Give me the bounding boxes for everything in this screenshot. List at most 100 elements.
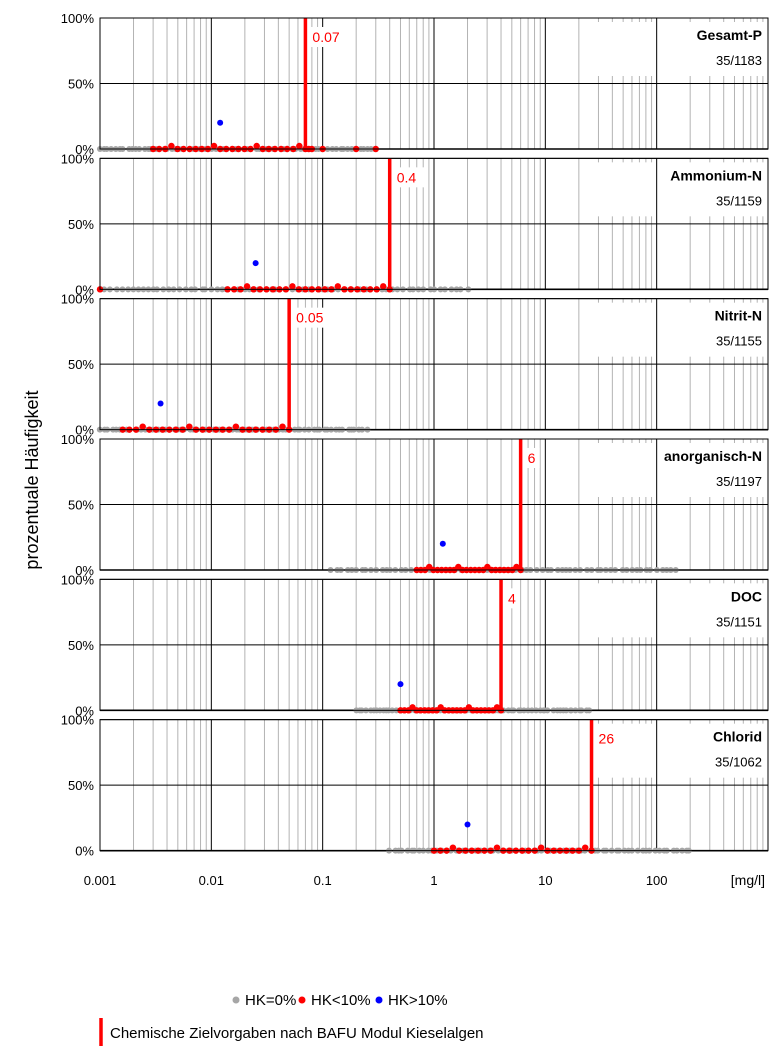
legend-marker xyxy=(298,996,306,1004)
panel-label-box xyxy=(586,583,766,638)
legend-marker xyxy=(232,996,240,1004)
point-hkgt10 xyxy=(157,400,164,407)
panel-label-box xyxy=(586,162,766,217)
panel-label-box xyxy=(586,443,766,497)
x-axis-tick-labels: 0.001 0.01 0.1 1 10 100 xyxy=(84,873,668,888)
legend-marker xyxy=(375,996,383,1004)
panel-count: 35/1183 xyxy=(716,53,762,68)
panel-count: 35/1062 xyxy=(715,755,762,770)
panel-count: 35/1197 xyxy=(716,474,762,489)
y-tick-label: 50% xyxy=(68,217,94,232)
y-tick-label: 50% xyxy=(68,77,94,92)
point-hk10 xyxy=(537,844,545,851)
panel-title: Gesamt-P xyxy=(697,27,762,43)
series-hk10 xyxy=(119,423,293,433)
legend: HK=0% HK<10% HK>10% Chemische Zielvorgaben … xyxy=(99,992,484,1046)
panel-anorganisch-n: 0% 50% 100% 6 anorganisch-N 35/1197 xyxy=(61,432,769,578)
panel-doc: 0% 50% 100% 4 DOC 35/1151 xyxy=(61,572,769,718)
panel-title: Ammonium-N xyxy=(670,167,762,183)
y-tick-label: 0% xyxy=(75,563,94,578)
y-tick-label: 100% xyxy=(61,713,95,728)
y-tick-label: 0% xyxy=(75,282,94,297)
target-label-bg xyxy=(523,448,540,468)
target-label: 0.4 xyxy=(397,169,417,185)
panel-frame xyxy=(99,578,769,711)
target-label-bg xyxy=(392,167,425,188)
target-label-bg xyxy=(292,307,333,328)
y-tick-label: 0% xyxy=(75,844,94,859)
y-tick-label: 50% xyxy=(68,778,94,793)
point-hk10 xyxy=(582,844,589,851)
series-hkgt10 xyxy=(217,119,224,126)
legend-target-label: Chemische Zielvorgaben nach BAFU Modul K… xyxy=(110,1025,484,1042)
x-tick-label: 1 xyxy=(430,873,437,888)
target-label: 26 xyxy=(599,731,615,747)
series-hkgt10 xyxy=(439,540,446,547)
panel-ammonium-n: 0% 50% 100% 0.4 Ammonium-N 35/1159 xyxy=(61,151,769,297)
point-hk10 xyxy=(449,844,457,851)
series-hkgt10 xyxy=(464,821,471,828)
y-tick-label: 100% xyxy=(61,572,95,587)
y-tick-label: 0% xyxy=(75,423,94,438)
y-tick-label: 0% xyxy=(75,703,94,718)
panel-title: DOC xyxy=(731,588,762,604)
y-tick-label: 50% xyxy=(68,638,94,653)
series-hkgt10 xyxy=(157,400,164,407)
y-tick-label: 100% xyxy=(61,11,95,26)
legend-label: HK=0% xyxy=(245,992,296,1009)
x-axis-unit: [mg/l] xyxy=(731,872,765,888)
target-label-bg xyxy=(308,27,349,47)
x-tick-label: 0.001 xyxy=(84,873,117,888)
point-hkgt10 xyxy=(217,119,224,126)
point-hkgt10 xyxy=(439,540,446,547)
x-tick-label: 10 xyxy=(538,873,552,888)
y-tick-label: 100% xyxy=(61,292,95,307)
y-tick-label: 0% xyxy=(75,142,94,157)
target-label: 4 xyxy=(508,590,516,606)
panel-count: 35/1151 xyxy=(716,614,762,629)
point-hkgt10 xyxy=(397,681,404,688)
point-hk10 xyxy=(186,423,193,430)
point-hk10 xyxy=(210,142,218,150)
point-hk10 xyxy=(380,283,387,290)
panel-title: Chlorid xyxy=(713,729,762,745)
panel-label-box xyxy=(586,22,766,76)
target-label: 0.05 xyxy=(296,310,323,326)
panel-count: 35/1155 xyxy=(716,334,762,349)
point-hk10 xyxy=(243,283,251,290)
point-hk10 xyxy=(296,142,303,150)
target-label-bg xyxy=(504,588,521,609)
point-hk10 xyxy=(139,423,146,430)
series-hkgt10 xyxy=(252,260,259,267)
point-hk10 xyxy=(232,423,240,430)
x-tick-label: 0.01 xyxy=(199,873,224,888)
y-axis-label: prozentuale Häufigkeit xyxy=(22,390,42,569)
point-hk10 xyxy=(493,844,501,851)
panel-frame xyxy=(99,17,769,150)
point-hk10 xyxy=(253,142,260,150)
x-tick-label: 0.1 xyxy=(314,873,332,888)
point-hk10 xyxy=(279,423,286,430)
point-hk10 xyxy=(334,283,342,290)
target-label-bg xyxy=(594,728,619,749)
panel-title: Nitrit-N xyxy=(715,308,762,324)
series-hkgt10 xyxy=(397,681,404,688)
panel-nitrit-n: 0% 50% 100% 0.05 Nitrit-N 35/1155 xyxy=(61,292,769,438)
point-hkgt10 xyxy=(464,821,471,828)
panel-chlorid: 0% 50% 100% 26 Chlorid 35/1062 xyxy=(61,713,769,859)
target-label: 0.07 xyxy=(312,29,339,45)
panel-frame xyxy=(99,719,769,852)
y-tick-label: 50% xyxy=(68,498,94,513)
panel-label-box xyxy=(586,302,766,357)
y-tick-label: 100% xyxy=(61,151,95,166)
panel-frame xyxy=(99,157,769,290)
y-tick-label: 50% xyxy=(68,357,94,372)
panel-count: 35/1159 xyxy=(716,193,762,208)
legend-label: HK<10% xyxy=(311,992,371,1009)
panel-frame xyxy=(99,438,769,571)
panel-frame xyxy=(99,298,769,431)
point-hk10 xyxy=(289,283,296,290)
panel-title: anorganisch-N xyxy=(664,448,762,464)
target-label: 6 xyxy=(528,450,536,466)
legend-label: HK>10% xyxy=(388,992,448,1009)
